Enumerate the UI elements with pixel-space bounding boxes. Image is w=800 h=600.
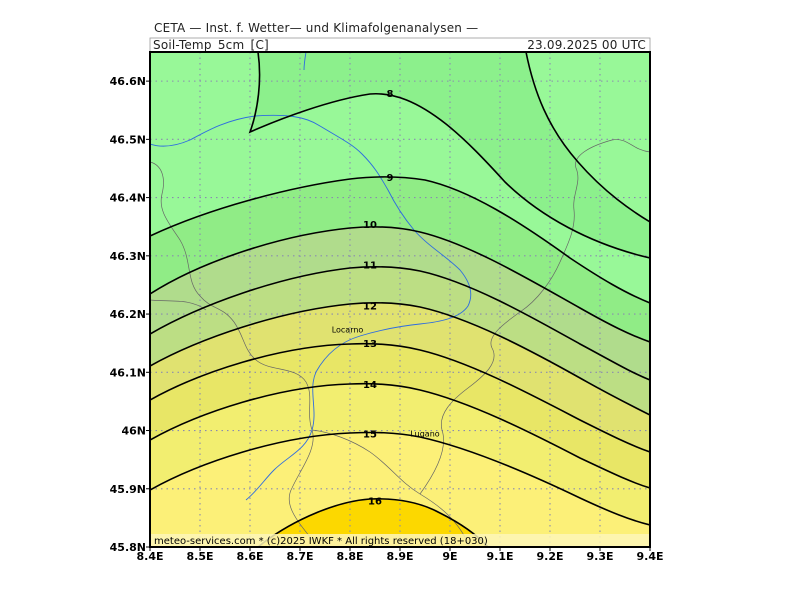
city-label-locarno: Locarno	[332, 326, 364, 335]
contour-line-12	[150, 301, 650, 416]
y-tick-label: 45.9N	[110, 483, 146, 496]
border-line	[150, 161, 319, 547]
contour-line-9	[150, 176, 650, 304]
contour-label-15: 15	[363, 429, 377, 440]
contour-label-9: 9	[387, 173, 394, 184]
contour-label-14: 14	[363, 380, 377, 391]
contour-line-11	[150, 265, 650, 381]
contour-label-13: 13	[363, 339, 377, 350]
band-lt8-west	[150, 52, 260, 170]
x-tick-label: 9.3E	[586, 550, 613, 563]
grid-lines	[150, 52, 650, 547]
contour-label-11: 11	[363, 261, 377, 272]
x-tick-label: 9.2E	[536, 550, 563, 563]
y-tick-label: 46N	[121, 425, 146, 438]
valid-time: 23.09.2025 00 UTC	[527, 38, 646, 52]
y-tick-label: 46.6N	[110, 75, 146, 88]
border-line	[150, 299, 207, 311]
contour-label-12: 12	[363, 301, 377, 312]
border-line	[311, 429, 471, 547]
x-tick-label: 8.4E	[136, 550, 163, 563]
band-15	[150, 432, 650, 547]
border-line	[419, 139, 650, 495]
contour-line-10	[150, 226, 650, 343]
city-label-lugano: Lugano	[410, 429, 439, 438]
y-tick-label: 45.8N	[110, 541, 146, 554]
y-tick-label: 46.1N	[110, 366, 146, 379]
footer-bar	[151, 534, 649, 546]
x-tick-label: 8.9E	[386, 550, 413, 563]
contour-line-14	[150, 382, 650, 489]
copyright-footer: meteo-services.com * (c)2025 IWKF * All …	[154, 536, 488, 547]
river-line	[150, 114, 472, 501]
contour-label-16: 16	[368, 496, 382, 507]
band-lt8-east	[526, 52, 650, 222]
x-tick-label: 9.1E	[486, 550, 513, 563]
contour-lines	[150, 52, 650, 547]
institute-header: CETA — Inst. f. Wetter— und Klimafolgena…	[154, 21, 478, 35]
x-tick-label: 8.6E	[236, 550, 263, 563]
plot-area: 8 9 10 11 12 13 14 15 16 Locarno Lugano meteo-ser…	[150, 52, 650, 547]
contour-line-15	[150, 431, 650, 526]
x-tick-label: 9E	[442, 550, 457, 563]
variable-title: Soil-Temp_5cm_[C]	[153, 38, 269, 52]
y-tick-label: 46.5N	[110, 133, 146, 146]
river-line	[303, 52, 307, 71]
contour-line-8	[248, 52, 650, 259]
contour-label-8: 8	[387, 89, 394, 100]
y-axis-ticks: 45.8N 45.9N 46N 46.1N 46.2N 46.3N 46.4N 46.5N 46…	[110, 75, 150, 554]
x-axis-ticks: 8.4E 8.5E 8.6E 8.7E 8.8E 8.9E 9E 9.1E 9.2E 9.3E 9.…	[136, 547, 664, 563]
city-labels: Locarno Lugano	[332, 326, 440, 439]
x-tick-label: 8.7E	[286, 550, 313, 563]
country-borders	[150, 139, 650, 547]
contour-line-16	[257, 498, 489, 547]
contour-label-10: 10	[363, 220, 377, 231]
y-tick-label: 46.3N	[110, 250, 146, 263]
x-tick-label: 9.4E	[636, 550, 663, 563]
y-tick-label: 46.4N	[110, 192, 146, 205]
x-tick-label: 8.5E	[186, 550, 213, 563]
y-tick-label: 46.2N	[110, 308, 146, 321]
x-tick-label: 8.8E	[336, 550, 363, 563]
rivers	[150, 52, 472, 501]
contour-labels: 8 9 10 11 12 13 14 15 16	[363, 89, 394, 508]
contour-line-13	[150, 342, 650, 453]
